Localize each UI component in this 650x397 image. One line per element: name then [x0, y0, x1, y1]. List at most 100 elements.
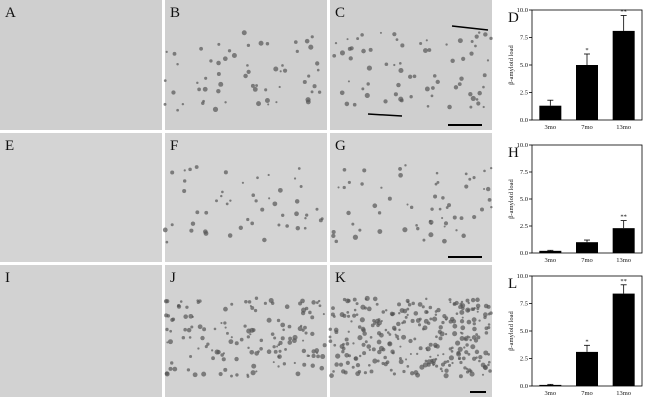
cell [352, 234, 359, 240]
cell [445, 43, 448, 46]
cell [256, 176, 259, 180]
cell [293, 361, 296, 365]
cell [329, 373, 334, 378]
cell [234, 341, 239, 346]
cell [470, 40, 474, 44]
cell [464, 350, 469, 355]
cell [355, 302, 359, 306]
cell [376, 359, 380, 363]
cell [199, 46, 203, 51]
cell [434, 357, 438, 361]
cell [298, 301, 303, 306]
cell [346, 314, 351, 318]
cell [310, 331, 315, 337]
cell [192, 372, 198, 378]
cell [310, 35, 314, 39]
cell [315, 301, 319, 305]
cell [478, 355, 483, 360]
cell [430, 207, 434, 211]
cell [170, 223, 174, 227]
cell [459, 319, 465, 324]
cell [238, 225, 243, 230]
cell [384, 62, 389, 67]
cell [474, 349, 480, 355]
cell [294, 211, 299, 217]
cell [355, 362, 361, 368]
cell [464, 172, 468, 176]
cell [435, 364, 439, 368]
cell [194, 165, 199, 169]
cell [264, 88, 268, 92]
cell [328, 335, 332, 339]
y-tick-label: 2.5 [520, 356, 528, 363]
cell [418, 346, 423, 351]
cell [230, 374, 233, 378]
cell [432, 74, 437, 78]
cell [362, 351, 367, 356]
cell [341, 346, 346, 351]
cell [472, 176, 476, 180]
cell [215, 199, 218, 203]
cell [398, 172, 403, 178]
cell [315, 61, 320, 66]
cell [221, 357, 226, 362]
cell [399, 357, 402, 360]
cell [469, 371, 475, 377]
cell [185, 305, 189, 309]
panel-label: I [5, 270, 10, 286]
cell [482, 85, 485, 89]
cell [490, 205, 493, 209]
cell [355, 313, 359, 316]
cell [426, 359, 432, 365]
cell [197, 87, 201, 92]
cell [366, 306, 372, 312]
cell [250, 370, 256, 376]
cell [413, 311, 419, 316]
cell [428, 342, 433, 347]
cell [451, 319, 457, 324]
cell [273, 66, 279, 72]
cell [299, 184, 303, 188]
cell [297, 167, 301, 170]
panel-label: E [5, 138, 14, 154]
cell [279, 70, 282, 73]
cell [358, 354, 362, 358]
cell [469, 51, 474, 56]
cell [459, 309, 465, 315]
significance: * [585, 338, 588, 345]
cell [406, 307, 410, 311]
cell [433, 194, 438, 199]
cell [434, 313, 438, 317]
cell [485, 186, 491, 192]
cell [469, 338, 472, 342]
cell [243, 73, 248, 79]
bar [576, 65, 598, 120]
cell [322, 343, 327, 348]
cell [202, 86, 208, 92]
cell [436, 180, 440, 184]
cell [302, 80, 307, 85]
cell [409, 353, 412, 356]
micrograph [0, 0, 162, 130]
cell [399, 345, 402, 348]
cell [470, 344, 476, 350]
cell [437, 329, 442, 334]
cell [486, 304, 491, 309]
cell [369, 369, 374, 374]
cell [353, 308, 357, 312]
cell [392, 372, 396, 376]
micrograph [0, 265, 162, 397]
cell [182, 179, 187, 183]
cell [305, 97, 311, 103]
cell [360, 33, 364, 37]
cell [350, 320, 353, 323]
cell [387, 341, 393, 347]
cell [346, 311, 350, 314]
cell [407, 302, 412, 307]
cell [310, 363, 315, 368]
cell [220, 194, 223, 198]
cell [216, 88, 221, 94]
cell [408, 338, 413, 344]
cell [282, 68, 288, 73]
